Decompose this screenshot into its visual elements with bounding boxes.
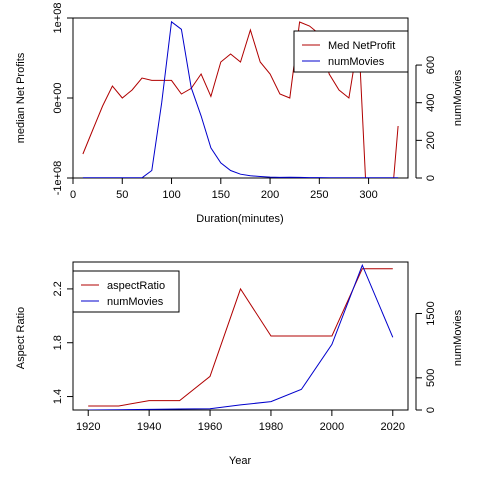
x-tick-label-1960: 1960 <box>198 421 222 433</box>
x-tick-label-1940: 1940 <box>137 421 161 433</box>
y2-tick-label-0: 0 <box>425 175 437 181</box>
aspect-x-axis-title: Year <box>229 455 252 467</box>
aspect-y2-axis: 0 500 1500 <box>415 301 437 413</box>
y-tick-label-2-2: 2.2 <box>52 281 64 296</box>
aspect-y2-axis-title: numMovies <box>452 309 464 366</box>
x-tick-label-50: 50 <box>116 189 128 201</box>
y2-tick-label-0: 0 <box>425 407 437 413</box>
profit-y-axis: -1e+08 0e+00 1e+08 <box>52 3 73 196</box>
x-tick-label-300: 300 <box>359 189 377 201</box>
y2-tick-label-400: 400 <box>425 94 437 112</box>
profit-x-axis-title: Duration(minutes) <box>196 213 283 225</box>
y-tick-label-1-4: 1.4 <box>52 389 64 404</box>
legend-label-aspectratio: aspectRatio <box>107 280 165 292</box>
aspect-series-lines <box>88 263 394 410</box>
x-tick-label-2020: 2020 <box>381 421 405 433</box>
aspect-x-axis: 1920 1940 1960 1980 2000 2020 <box>76 410 405 433</box>
aspect-legend: aspectRatio numMovies <box>72 270 180 313</box>
y-tick-label-1e-08: -1e+08 <box>52 161 64 196</box>
aspect-y-axis: 1.4 1.8 2.2 <box>52 281 73 404</box>
x-tick-label-2000: 2000 <box>320 421 344 433</box>
y2-tick-label-600: 600 <box>425 56 437 74</box>
profit-y-axis-title: median Net Profits <box>15 52 27 143</box>
legend-label-med-netprofit: Med NetProfit <box>328 40 395 52</box>
profit-panel: 0 50 100 150 200 250 300 -1e+08 0e+00 1e+08 0 200… <box>15 3 464 225</box>
y-tick-label-1-8: 1.8 <box>52 335 64 350</box>
y-tick-label-1e-08: 1e+08 <box>52 3 64 34</box>
x-tick-label-1980: 1980 <box>259 421 283 433</box>
aspect-panel: 1920 1940 1960 1980 2000 2020 1.4 1.8 2.2 0 500 1… <box>15 261 464 467</box>
x-tick-label-100: 100 <box>162 189 180 201</box>
y-tick-label-0e-00: 0e+00 <box>52 83 64 114</box>
profit-x-axis: 0 50 100 150 200 250 300 <box>70 178 378 201</box>
y2-tick-label-200: 200 <box>425 131 437 149</box>
legend-label-nummovies: numMovies <box>328 56 385 68</box>
series-line-nummovies <box>82 20 399 178</box>
y2-tick-label-500: 500 <box>425 369 437 387</box>
aspect-plot-frame <box>72 261 409 411</box>
profit-y2-axis: 0 200 400 600 <box>415 56 437 181</box>
x-tick-label-0: 0 <box>70 189 76 201</box>
profit-series-lines <box>82 20 399 178</box>
aspect-y-axis-title: Aspect Ratio <box>15 307 27 369</box>
profit-legend: Med NetProfit numMovies <box>293 30 409 73</box>
series-line-nummovies <box>88 263 394 410</box>
series-line-aspectratio <box>88 268 393 407</box>
x-tick-label-250: 250 <box>310 189 328 201</box>
legend-label-nummovies-2: numMovies <box>107 296 164 308</box>
x-tick-label-200: 200 <box>261 189 279 201</box>
y2-tick-label-1500: 1500 <box>425 301 437 325</box>
x-tick-label-150: 150 <box>212 189 230 201</box>
profit-legend-box <box>293 30 409 73</box>
profit-y2-axis-title: numMovies <box>452 69 464 126</box>
series-line-med-netprofit <box>82 21 399 178</box>
aspect-legend-box <box>72 270 180 313</box>
x-tick-label-1920: 1920 <box>76 421 100 433</box>
